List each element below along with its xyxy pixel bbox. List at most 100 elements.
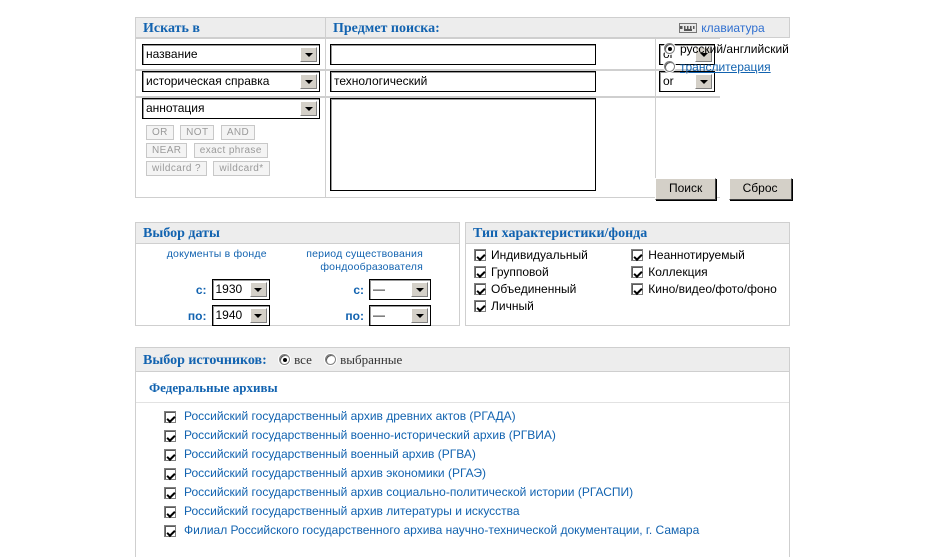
fund-type-media[interactable]: Кино/видео/фото/фоно bbox=[631, 282, 789, 296]
fund-type-personal[interactable]: Личный bbox=[474, 299, 631, 313]
archive-label[interactable]: Филиал Российского государственного архи… bbox=[184, 523, 700, 537]
date-documents-from-select[interactable]: 1930 bbox=[211, 279, 270, 300]
date-to-label-left: по: bbox=[187, 308, 207, 323]
fund-type-column-right: Неаннотируемый Коллекция Кино/видео/фото… bbox=[631, 248, 789, 316]
chevron-down-icon[interactable] bbox=[695, 74, 712, 89]
chevron-down-icon[interactable] bbox=[300, 101, 317, 116]
fund-type-collection[interactable]: Коллекция bbox=[631, 265, 789, 279]
operator-button-near[interactable]: NEAR bbox=[146, 143, 188, 158]
operator-button-exact-phrase[interactable]: exact phrase bbox=[193, 143, 268, 158]
archive-label[interactable]: Российский государственный архив социаль… bbox=[184, 485, 634, 499]
radio-ru-en-icon[interactable] bbox=[664, 43, 675, 54]
search-value-cell-2: технологический bbox=[325, 70, 655, 97]
checkbox-collection-icon[interactable] bbox=[631, 266, 644, 278]
search-field-select-1[interactable]: название bbox=[142, 44, 320, 65]
checkbox-archive-icon[interactable] bbox=[164, 525, 176, 537]
chevron-down-icon[interactable] bbox=[411, 308, 428, 323]
date-caption-creator-line2: фондообразователя bbox=[320, 261, 423, 273]
date-documents-from-row: с: 1930 bbox=[136, 279, 298, 300]
operator-button-line-3: wildcard ? wildcard* bbox=[146, 160, 319, 176]
date-from-label-left: с: bbox=[195, 282, 207, 297]
fund-type-media-label: Кино/видео/фото/фоно bbox=[648, 282, 777, 296]
chevron-down-icon[interactable] bbox=[300, 74, 317, 89]
checkbox-archive-icon[interactable] bbox=[164, 506, 176, 518]
radio-translit-icon[interactable] bbox=[664, 61, 675, 72]
checkbox-group-icon[interactable] bbox=[474, 266, 486, 278]
date-documents-to-row: по: 1940 bbox=[136, 305, 298, 326]
sources-archive-list: Российский государственный архив древних… bbox=[136, 403, 789, 542]
fund-type-group[interactable]: Групповой bbox=[474, 265, 631, 279]
search-term-input-2[interactable]: технологический bbox=[330, 71, 596, 92]
reset-button[interactable]: Сброс bbox=[728, 178, 792, 200]
boolean-operator-select-2[interactable]: or bbox=[659, 71, 715, 92]
archive-label[interactable]: Российский государственный военный архив… bbox=[184, 447, 476, 461]
list-item[interactable]: Российский государственный архив экономи… bbox=[136, 466, 789, 485]
date-column-documents: документы в фонде с: 1930 по: 1940 bbox=[136, 248, 298, 326]
chevron-down-icon[interactable] bbox=[695, 47, 712, 62]
archive-label[interactable]: Российский государственный архив древних… bbox=[184, 409, 516, 423]
search-term-textarea-3[interactable] bbox=[330, 98, 596, 191]
operator-button-not[interactable]: NOT bbox=[180, 125, 215, 140]
archive-label[interactable]: Российский государственный архив литерат… bbox=[184, 504, 520, 518]
checkbox-unannotated-icon[interactable] bbox=[631, 249, 644, 261]
archive-label[interactable]: Российский государственный архив экономи… bbox=[184, 466, 487, 480]
checkbox-archive-icon[interactable] bbox=[164, 430, 176, 442]
date-creator-from-select[interactable]: — bbox=[369, 279, 431, 300]
list-item[interactable]: Российский государственный военно-истори… bbox=[136, 428, 789, 447]
date-creator-to-value: — bbox=[373, 308, 385, 322]
chevron-down-icon[interactable] bbox=[300, 47, 317, 62]
date-documents-to-select[interactable]: 1940 bbox=[211, 305, 270, 326]
search-field-select-3[interactable]: аннотация bbox=[142, 98, 320, 119]
field-select-cell-2: историческая справка bbox=[135, 70, 325, 97]
language-option-ru-en-label: русский/английский bbox=[680, 42, 789, 56]
operator-button-wildcard-question[interactable]: wildcard ? bbox=[146, 161, 208, 176]
operator-button-or[interactable]: OR bbox=[146, 125, 174, 140]
sources-panel: Выбор источников: все выбранные Федераль… bbox=[135, 347, 790, 557]
operator-button-and[interactable]: AND bbox=[220, 125, 256, 140]
list-item[interactable]: Российский государственный архив социаль… bbox=[136, 485, 789, 504]
sources-scope-all[interactable]: все bbox=[279, 352, 315, 367]
checkbox-archive-icon[interactable] bbox=[164, 449, 176, 461]
fund-type-panel: Тип характеристики/фонда Индивидуальный … bbox=[465, 222, 790, 326]
radio-scope-selected-icon[interactable] bbox=[325, 354, 337, 365]
checkbox-archive-icon[interactable] bbox=[164, 411, 176, 423]
archive-label[interactable]: Российский государственный военно-истори… bbox=[184, 428, 556, 442]
list-item[interactable]: Российский государственный архив литерат… bbox=[136, 504, 789, 523]
boolean-operator-value-1: or bbox=[663, 47, 674, 61]
language-option-translit-label[interactable]: транслитерация bbox=[680, 60, 771, 74]
fund-type-unannotated[interactable]: Неаннотируемый bbox=[631, 248, 789, 262]
sources-scope-selected[interactable]: выбранные bbox=[325, 352, 402, 367]
checkbox-joint-icon[interactable] bbox=[474, 283, 486, 295]
radio-scope-all-icon[interactable] bbox=[279, 354, 291, 365]
sources-group-title: Федеральные архивы bbox=[136, 372, 789, 403]
list-item[interactable]: Филиал Российского государственного архи… bbox=[136, 523, 789, 542]
date-creator-to-select[interactable]: — bbox=[369, 305, 431, 326]
field-select-cell-3: аннотация OR NOT AND NEAR exact phrase w… bbox=[135, 97, 325, 198]
virtual-keyboard-link[interactable]: клавиатура bbox=[655, 17, 790, 38]
fund-type-individual[interactable]: Индивидуальный bbox=[474, 248, 631, 262]
language-option-ru-en[interactable]: русский/английский bbox=[655, 38, 790, 56]
chevron-down-icon[interactable] bbox=[411, 282, 428, 297]
sources-header-label: Выбор источников: bbox=[143, 353, 267, 368]
language-option-translit[interactable]: транслитерация bbox=[655, 56, 790, 74]
search-field-select-2[interactable]: историческая справка bbox=[142, 71, 320, 92]
search-value-cell-3 bbox=[325, 97, 655, 198]
operator-button-wildcard-star[interactable]: wildcard* bbox=[213, 161, 270, 176]
chevron-down-icon[interactable] bbox=[249, 308, 267, 323]
checkbox-archive-icon[interactable] bbox=[164, 487, 176, 499]
fund-type-joint[interactable]: Объединенный bbox=[474, 282, 631, 296]
checkbox-individual-icon[interactable] bbox=[474, 249, 486, 261]
list-item[interactable]: Российский государственный военный архив… bbox=[136, 447, 789, 466]
search-term-input-1[interactable] bbox=[330, 44, 596, 65]
checkbox-media-icon[interactable] bbox=[631, 283, 644, 295]
list-item[interactable]: Российский государственный архив древних… bbox=[136, 409, 789, 428]
sources-panel-header: Выбор источников: все выбранные bbox=[136, 348, 789, 372]
operator-button-line-1: OR NOT AND bbox=[146, 124, 319, 140]
checkbox-archive-icon[interactable] bbox=[164, 468, 176, 480]
fund-type-panel-header: Тип характеристики/фонда bbox=[466, 223, 789, 244]
search-button[interactable]: Поиск bbox=[655, 178, 717, 200]
chevron-down-icon[interactable] bbox=[249, 282, 267, 297]
fund-type-individual-label: Индивидуальный bbox=[491, 248, 588, 262]
checkbox-personal-icon[interactable] bbox=[474, 300, 486, 312]
